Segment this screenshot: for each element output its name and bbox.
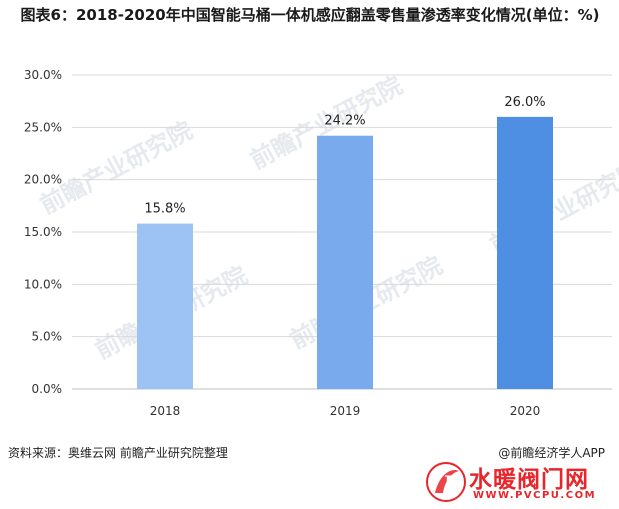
credit-note: @前瞻经济学人APP (498, 446, 605, 460)
logo-mark-icon: P (426, 462, 466, 502)
bar-2018 (137, 223, 193, 389)
x-tick-label: 2018 (150, 404, 181, 418)
y-tick-label: 25.0% (24, 120, 62, 134)
bar-2020 (497, 116, 553, 389)
x-tick-label: 2019 (330, 404, 361, 418)
source-note: 资料来源：奥维云网 前瞻产业研究院整理 (8, 446, 228, 460)
x-tick-label: 2020 (510, 404, 541, 418)
y-tick-label: 30.0% (24, 68, 62, 82)
y-tick-label: 15.0% (24, 225, 62, 239)
bars: 15.8% 24.2% 26.0% (137, 95, 553, 389)
bar-chart: 前瞻产业研究院前瞻产业研究院前瞻产业研究院前瞻产业研究院前瞻产业研究院 0.0%… (24, 68, 619, 418)
y-tick-label: 0.0% (32, 382, 63, 396)
data-label: 15.8% (144, 202, 185, 217)
y-tick-label: 20.0% (24, 173, 62, 187)
y-tick-label: 10.0% (24, 277, 62, 291)
chart-title: 图表6：2018-2020年中国智能马桶一体机感应翻盖零售量渗透率变化情况(单位… (20, 6, 600, 24)
data-label: 26.0% (504, 95, 545, 110)
site-logo: P 水暖阀门网 WWW.PVCPU.COM (411, 460, 611, 506)
y-axis: 0.0% 5.0% 10.0% 15.0% 20.0% 25.0% 30.0% (24, 68, 62, 396)
x-axis: 2018 2019 2020 (150, 404, 541, 418)
y-tick-label: 5.0% (32, 330, 63, 344)
data-label: 24.2% (324, 114, 365, 129)
logo-name: 水暖阀门网 (469, 467, 589, 493)
bar-2019 (317, 135, 373, 389)
logo-mark-letter: P (444, 471, 459, 495)
logo-url: WWW.PVCPU.COM (473, 490, 597, 501)
